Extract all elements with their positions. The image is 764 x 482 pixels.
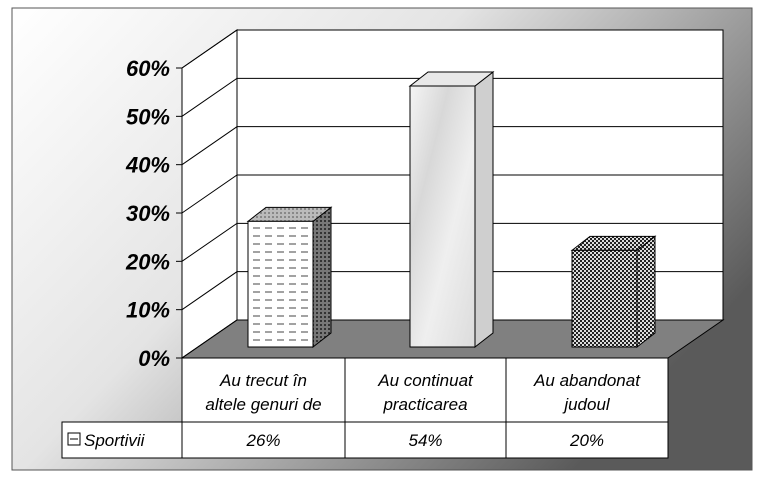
y-tick-label: 0% (138, 346, 170, 371)
y-tick-label: 50% (126, 104, 170, 129)
grid-line (181, 174, 723, 214)
category-label: Au trecut în (219, 371, 307, 390)
bar-front (409, 85, 476, 348)
bar (408, 70, 495, 349)
y-tick-label: 10% (126, 298, 170, 323)
category-label: judoul (562, 395, 611, 414)
bar-front (571, 249, 638, 348)
value-label: 20% (569, 431, 604, 450)
bar (570, 235, 657, 349)
category-label: Au abandonat (533, 371, 641, 390)
y-tick-label: 20% (125, 249, 170, 274)
bar-side (312, 206, 332, 349)
grid-line (181, 271, 723, 311)
y-tick-label: 40% (125, 153, 170, 178)
grid-line (181, 77, 723, 117)
bar-side (474, 70, 494, 349)
table-cell (181, 357, 669, 423)
grid-line (181, 29, 723, 69)
bar-side (636, 235, 656, 349)
y-tick-label: 60% (126, 56, 170, 81)
table-cell (61, 421, 669, 459)
grid-line (181, 126, 723, 166)
legend-label: Sportivii (84, 431, 146, 450)
value-label: 54% (408, 431, 442, 450)
value-label: 26% (245, 431, 280, 450)
category-label: practicarea (382, 395, 467, 414)
y-tick-label: 30% (126, 201, 170, 226)
grid-line (181, 319, 723, 359)
category-label: altele genuri de (205, 395, 321, 414)
category-label: Au continuat (377, 371, 474, 390)
bar-front (247, 220, 314, 348)
grid-line (181, 222, 723, 262)
bar (246, 206, 333, 349)
